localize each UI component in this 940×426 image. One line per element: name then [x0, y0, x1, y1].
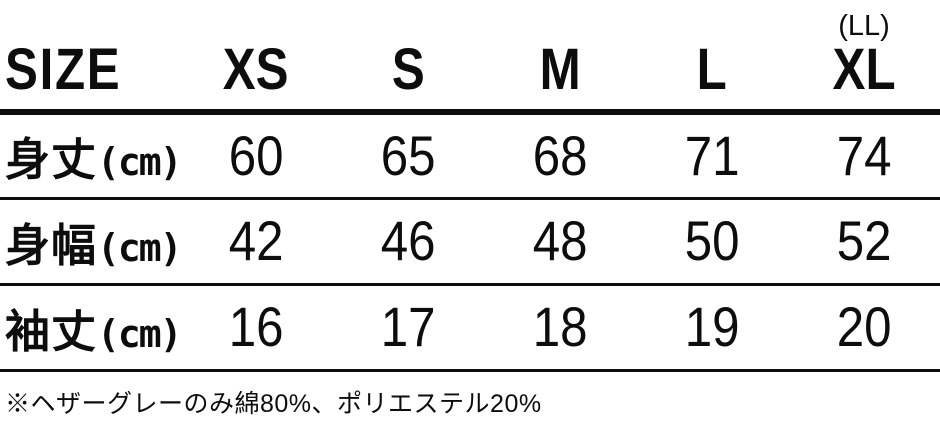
- value-body-length-s: 65: [380, 123, 436, 187]
- material-footnote: ※ヘザーグレーのみ綿80%、ポリエステル20%: [5, 389, 542, 418]
- cell-body-length-l: 71: [636, 112, 788, 200]
- cell-sleeve-length-xl: 20: [788, 284, 940, 372]
- cell-sleeve-length-xs: 16: [180, 284, 332, 372]
- row-label-body-width: 身幅: [5, 219, 98, 271]
- column-subheader-xl-ll: (LL): [838, 9, 890, 42]
- column-header-s: S: [332, 0, 484, 115]
- value-body-length-xs: 60: [228, 123, 284, 187]
- row-unit-sleeve-length: (cm): [97, 311, 183, 356]
- value-body-width-l: 50: [684, 209, 740, 272]
- cell-body-width-m: 48: [484, 198, 636, 286]
- value-body-width-xl: 52: [836, 209, 892, 272]
- row-header-body-width: 身幅(cm): [0, 198, 183, 286]
- row-sleeve-length: 袖丈(cm) 16 17 18 19 20: [0, 284, 940, 372]
- cell-sleeve-length-s: 17: [332, 284, 484, 372]
- column-header-l: L: [636, 0, 788, 115]
- value-body-length-xl: 74: [836, 123, 892, 187]
- cell-body-width-s: 46: [332, 198, 484, 286]
- size-chart-table: SIZE XS S M L (LL) XL: [0, 0, 940, 372]
- cell-body-width-l: 50: [636, 198, 788, 286]
- column-label-l: L: [696, 36, 728, 102]
- column-header-xl: (LL) XL: [788, 0, 940, 115]
- cell-body-length-xl: 74: [788, 112, 940, 200]
- cell-sleeve-length-m: 18: [484, 284, 636, 372]
- column-label-s: S: [391, 36, 425, 102]
- value-sleeve-length-s: 17: [380, 295, 436, 358]
- value-body-width-m: 48: [532, 209, 588, 272]
- value-body-length-m: 68: [532, 123, 588, 187]
- value-body-length-l: 71: [684, 123, 740, 187]
- column-header-size: SIZE: [0, 0, 180, 115]
- value-sleeve-length-m: 18: [532, 295, 588, 358]
- cell-sleeve-length-l: 19: [636, 284, 788, 372]
- row-body-width: 身幅(cm) 42 46 48 50 52: [0, 198, 940, 286]
- value-sleeve-length-xl: 20: [836, 295, 892, 358]
- column-header-xs: XS: [180, 0, 332, 115]
- row-label-sleeve-length: 袖丈: [5, 305, 98, 357]
- cell-body-length-xs: 60: [180, 112, 332, 200]
- value-sleeve-length-l: 19: [684, 295, 740, 358]
- value-sleeve-length-xs: 16: [228, 295, 284, 358]
- cell-body-width-xs: 42: [180, 198, 332, 286]
- column-label-m: M: [539, 36, 581, 102]
- row-header-sleeve-length: 袖丈(cm): [0, 284, 183, 372]
- column-header-m: M: [484, 0, 636, 115]
- column-label-xs: XS: [223, 36, 289, 102]
- row-unit-body-length: (cm): [97, 140, 183, 185]
- cell-body-width-xl: 52: [788, 198, 940, 286]
- row-header-body-length: 身丈(cm): [0, 112, 183, 200]
- size-chart-header-row: SIZE XS S M L (LL) XL: [0, 0, 940, 115]
- row-body-length: 身丈(cm) 60 65 68 71 74: [0, 112, 940, 200]
- cell-body-length-s: 65: [332, 112, 484, 200]
- size-header-label: SIZE: [5, 36, 122, 102]
- value-body-width-xs: 42: [228, 209, 284, 272]
- row-label-body-length: 身丈: [5, 134, 98, 186]
- column-label-xl: XL: [832, 36, 896, 102]
- cell-body-length-m: 68: [484, 112, 636, 200]
- row-unit-body-width: (cm): [97, 225, 183, 270]
- value-body-width-s: 46: [380, 209, 436, 272]
